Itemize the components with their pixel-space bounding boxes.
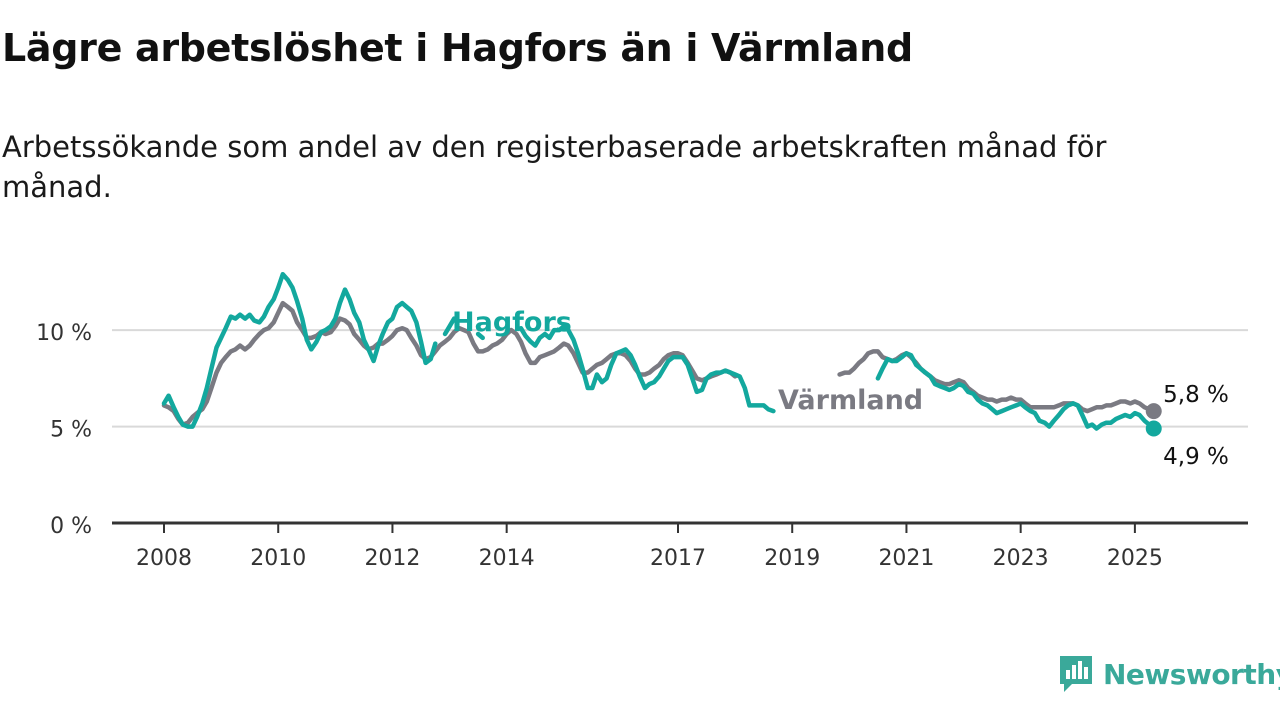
x-tick-label: 2019 xyxy=(764,546,820,571)
data-labels: Hagfors Värmland 5,8 % 4,9 % xyxy=(452,307,1229,470)
chart-title: Lägre arbetslöshet i Hagfors än i Värmla… xyxy=(2,26,913,70)
y-tick-label: 5 % xyxy=(50,418,92,443)
hagfors-end-label: 4,9 % xyxy=(1163,444,1229,470)
x-tick-label: 2014 xyxy=(479,546,535,571)
x-tick-label: 2008 xyxy=(136,546,192,571)
y-tick-label: 0 % xyxy=(50,514,92,539)
hagfors-line xyxy=(442,316,457,337)
x-tick-label: 2023 xyxy=(993,546,1049,571)
varmland-end-label: 5,8 % xyxy=(1163,382,1229,408)
axes: 0 % 5 % 10 % 2008 2010 2012 2014 2017 2019 2021 20… xyxy=(36,321,1248,571)
brand-name: Newsworthy xyxy=(1103,657,1280,691)
x-tick-label: 2021 xyxy=(878,546,934,571)
varmland-series-label: Värmland xyxy=(778,385,923,416)
hagfors-line xyxy=(475,331,485,341)
grid-lines xyxy=(112,329,1248,428)
y-tick-label: 10 % xyxy=(36,321,92,346)
hagfors-end-point xyxy=(1145,420,1162,437)
varmland-line xyxy=(161,300,738,427)
hagfors-line xyxy=(161,271,438,429)
x-tick-label: 2025 xyxy=(1107,546,1163,571)
newsworthy-logo-icon xyxy=(1060,656,1092,692)
x-tick-label: 2012 xyxy=(364,546,420,571)
hagfors-line xyxy=(518,324,776,414)
x-tick-label: 2017 xyxy=(650,546,706,571)
x-tick-label: 2010 xyxy=(250,546,306,571)
hagfors-line xyxy=(875,351,1156,431)
varmland-end-point xyxy=(1145,403,1162,420)
chart-subtitle: Arbetssökande som andel av den registerb… xyxy=(2,130,1107,204)
newsworthy-brand: Newsworthy xyxy=(1058,654,1280,694)
hagfors-series-label: Hagfors xyxy=(452,307,572,338)
series-lines xyxy=(161,271,1162,437)
